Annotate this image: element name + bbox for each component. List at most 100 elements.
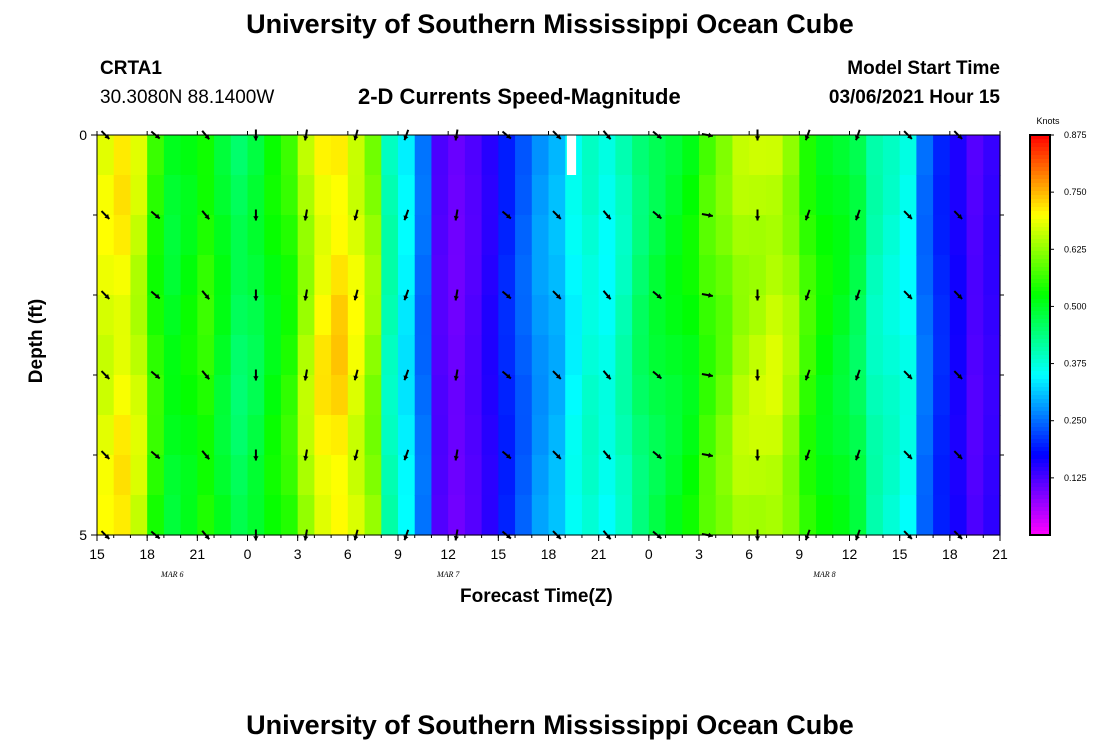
heatmap-cell — [280, 335, 299, 376]
heatmap-cell — [632, 135, 650, 176]
current-vector-arrow — [602, 210, 612, 220]
colorbar-swatch — [1030, 251, 1050, 256]
heatmap-cell — [966, 135, 984, 176]
colorbar-swatch — [1030, 519, 1050, 524]
heatmap-cell — [364, 215, 382, 256]
heatmap-cell — [916, 455, 934, 496]
colorbar-swatch — [1030, 399, 1050, 404]
heatmap-cell — [515, 495, 533, 536]
heatmap-cell — [615, 415, 633, 456]
heatmap-cell — [732, 455, 750, 496]
heatmap-cell — [983, 215, 1001, 256]
heatmap-cell — [598, 255, 616, 296]
heatmap-cell — [581, 375, 600, 416]
heatmap-cell — [715, 335, 734, 376]
heatmap-cell — [531, 455, 550, 496]
heatmap-cell — [113, 255, 132, 296]
current-vector-arrow — [754, 289, 761, 301]
heatmap-cell — [682, 215, 700, 256]
heatmap-cell — [464, 215, 483, 256]
heatmap-cell — [97, 455, 115, 496]
heatmap-cell — [481, 175, 499, 216]
heatmap-cell — [581, 295, 600, 336]
heatmap-cell — [916, 175, 934, 216]
x-tick-label: 3 — [294, 546, 302, 562]
heatmap-cell — [899, 335, 917, 376]
heatmap-cell — [665, 175, 683, 216]
heatmap-cell — [632, 495, 650, 536]
heatmap-cell — [347, 215, 366, 256]
heatmap-cell — [832, 135, 851, 176]
heatmap-cell — [749, 415, 767, 456]
heatmap-cell — [799, 495, 817, 536]
heatmap-cell — [598, 135, 616, 176]
heatmap-cell — [632, 335, 650, 376]
heatmap-cell — [548, 135, 566, 176]
heatmap-cell — [799, 135, 817, 176]
heatmap-cell — [531, 495, 550, 536]
heatmap-cell — [515, 455, 533, 496]
current-vector-arrow — [100, 450, 111, 460]
heatmap-cell — [347, 415, 366, 456]
heatmap-cell — [732, 215, 750, 256]
current-vector-arrow — [253, 289, 259, 301]
x-tick-label: 3 — [695, 546, 703, 562]
heatmap-cell — [364, 175, 382, 216]
heatmap-cell — [180, 295, 198, 336]
heatmap-cell — [398, 495, 416, 536]
heatmap-cell — [113, 415, 132, 456]
heatmap-cell — [682, 295, 700, 336]
heatmap-cell — [916, 495, 934, 536]
heatmap-cell — [749, 495, 767, 536]
heatmap-cell — [381, 455, 399, 496]
current-vector-arrow — [903, 370, 913, 380]
current-vector-arrow — [453, 449, 459, 461]
x-tick-label: 21 — [992, 546, 1008, 562]
heatmap-cell — [682, 495, 700, 536]
heatmap-cell — [749, 255, 767, 296]
date-label: MAR 6 — [160, 570, 183, 579]
heatmap-cell — [214, 455, 232, 496]
colorbar-swatch — [1030, 339, 1050, 344]
heatmap-cell — [381, 495, 399, 536]
heatmap-cell — [297, 335, 315, 376]
heatmap-cell — [966, 415, 984, 456]
heatmap-cell — [180, 335, 198, 376]
heatmap-cell — [916, 295, 934, 336]
colorbar-swatch — [1030, 295, 1050, 300]
heatmap-cell — [448, 175, 466, 216]
colorbar-swatch — [1030, 475, 1050, 480]
heatmap-cell — [882, 215, 901, 256]
heatmap-cell — [297, 295, 315, 336]
colorbar-swatch — [1030, 255, 1050, 260]
colorbar-swatch — [1030, 299, 1050, 304]
heatmap-cell — [314, 215, 332, 256]
heatmap-cell — [933, 335, 951, 376]
heatmap-cell — [515, 335, 533, 376]
heatmap-cell — [214, 255, 232, 296]
heatmap-cell — [632, 255, 650, 296]
colorbar-swatch — [1030, 259, 1050, 264]
heatmap-cell — [130, 415, 148, 456]
heatmap-cell — [933, 495, 951, 536]
heatmap-cell — [749, 295, 767, 336]
heatmap-cell — [615, 215, 633, 256]
heatmap-cell — [715, 215, 734, 256]
heatmap-cell — [130, 255, 148, 296]
heatmap-cell — [581, 495, 600, 536]
heatmap-cell — [113, 215, 132, 256]
current-vector-arrow — [953, 290, 963, 300]
heatmap-cell — [648, 175, 667, 216]
heatmap-cell — [632, 375, 650, 416]
heatmap-cell — [949, 295, 968, 336]
heatmap-cell — [381, 415, 399, 456]
current-vector-arrow — [403, 289, 410, 301]
heatmap-cell — [949, 175, 968, 216]
current-vector-arrow — [100, 290, 111, 300]
colorbar-swatch — [1030, 211, 1050, 216]
heatmap-cell — [581, 135, 600, 176]
heatmap-cell — [899, 415, 917, 456]
heatmap-cell — [147, 135, 165, 176]
heatmap-cell — [882, 375, 901, 416]
heatmap-cell — [97, 295, 115, 336]
